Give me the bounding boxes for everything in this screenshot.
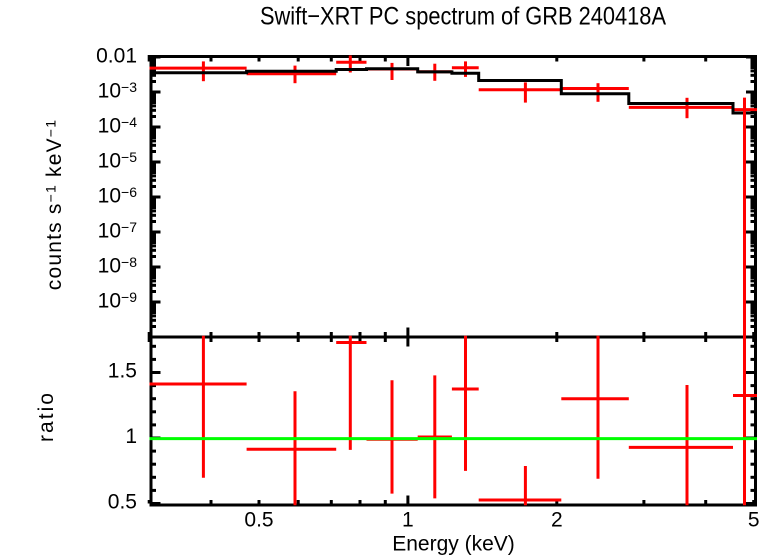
svg-text:2: 2	[551, 509, 563, 532]
svg-text:1.5: 1.5	[108, 360, 137, 383]
svg-text:10−8: 10−8	[98, 254, 138, 278]
svg-text:10−5: 10−5	[98, 149, 138, 173]
svg-text:0.5: 0.5	[244, 509, 273, 532]
svg-text:10−9: 10−9	[98, 289, 138, 313]
svg-text:5: 5	[748, 509, 760, 532]
svg-text:counts s−1 keV−1: counts s−1 keV−1	[43, 119, 67, 290]
svg-text:0.5: 0.5	[108, 491, 137, 514]
svg-text:10−6: 10−6	[98, 184, 138, 208]
svg-text:0.01: 0.01	[96, 45, 137, 68]
svg-text:Swift−XRT PC spectrum of GRB 2: Swift−XRT PC spectrum of GRB 240418A	[260, 2, 666, 30]
svg-text:10−7: 10−7	[98, 219, 138, 243]
svg-text:10−4: 10−4	[98, 114, 138, 138]
svg-text:Energy (keV): Energy (keV)	[392, 532, 515, 555]
svg-text:1: 1	[402, 509, 414, 532]
svg-text:ratio: ratio	[35, 391, 58, 442]
svg-text:10−3: 10−3	[98, 79, 138, 103]
svg-text:1: 1	[125, 425, 137, 448]
